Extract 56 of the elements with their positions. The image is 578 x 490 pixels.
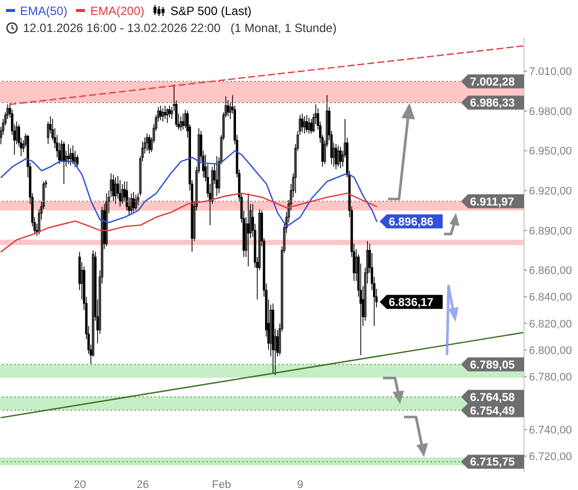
candlestick [76,154,79,168]
candlestick [112,174,115,202]
y-tick-label: 7.010,00 [529,66,572,78]
y-tick-label: 6.980,00 [529,106,572,118]
ref-line-label: 6.764,58 [470,392,516,404]
ref-line-label: 6.754,49 [470,405,515,418]
candlestick [159,105,162,121]
candlestick [72,145,74,164]
line-series [0,192,378,252]
x-tick-label: 9 [297,478,304,490]
candlestick [148,134,151,154]
text: 6.836,17 [388,296,434,309]
candlestick [166,108,169,124]
ref-line-label: 6.715,75 [470,456,516,469]
candlestick [126,180,128,211]
candlestick [306,114,308,133]
ref-line-label: 6.911,97 [470,196,514,208]
y-tick-label: 6.820,00 [529,318,572,330]
legend-label: EMA(200) [90,4,144,18]
candlestick [247,192,250,267]
ref-line-label: 6.789,05 [470,359,516,372]
candlestick [164,105,166,120]
candlestick [105,192,108,247]
candlestick [303,116,306,134]
x-tick-label: 26 [136,478,149,490]
candlestick [114,176,117,204]
chart-subtitle: 12.01.2026 16:00 - 13.02.2026 22:00 (1 Monat, 1 Stunde) [23,20,337,34]
ref-line-label: 7.002,28 [470,76,516,88]
candlestick [69,148,72,166]
candlestick [162,108,164,122]
y-tick-label: 6.860,00 [529,265,572,278]
candlestick [130,192,133,214]
x-tick-label: 20 [74,478,86,490]
y-tick-label: 6.740,00 [529,424,572,436]
y-tick-label: 6.800,00 [529,344,572,357]
y-tick-label: 6.840,00 [529,292,572,304]
candlestick [62,141,66,184]
candlestick [134,194,138,211]
data-label: 6.896,86 [388,216,434,228]
y-tick-label: 6.720,00 [529,450,572,463]
ref-line-label: 6.986,33 [470,98,515,110]
candlestick [337,145,340,168]
candlestick [180,116,182,132]
legend-label: S&P 500 (Last) [170,4,252,18]
y-tick-label: 6.950,00 [529,146,572,158]
candlestick [216,156,218,196]
candlestick [301,113,304,133]
y-tick-label: 6.890,00 [529,225,572,238]
x-tick-label: Feb [212,478,232,490]
candlestick [308,117,310,134]
y-tick-label: 6.780,00 [529,371,572,384]
candlestick [67,144,70,164]
candlestick [121,184,124,204]
candlestick [146,133,148,152]
legend-label: EMA(50) [20,4,68,18]
y-tick-label: 6.920,00 [529,186,572,198]
